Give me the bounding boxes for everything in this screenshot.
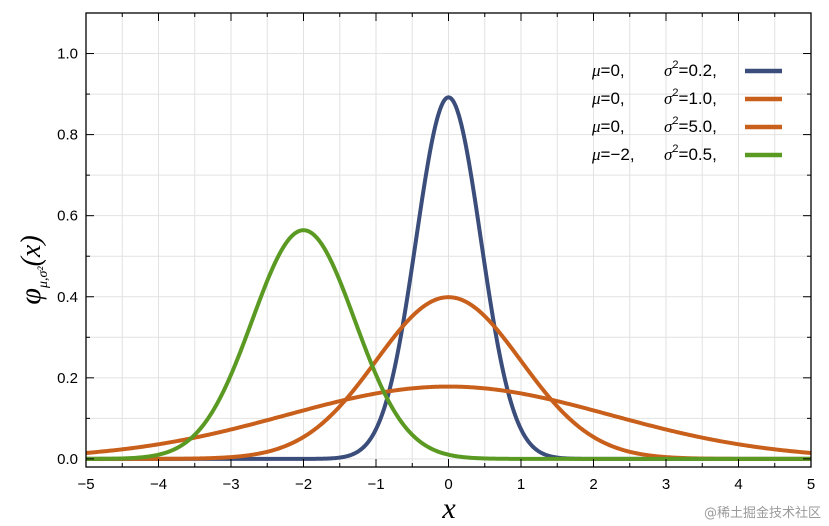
legend-mu-label: μ=0, [591, 61, 625, 80]
series-line [85, 228, 812, 461]
y-axis-title-arg: (x) [16, 235, 47, 266]
x-tick-label: −2 [295, 476, 312, 493]
y-tick-label: 0.8 [57, 127, 78, 144]
x-tick-label: 2 [589, 476, 597, 493]
x-tick-label: 5 [807, 476, 815, 493]
legend-sigma-label: σ2=1.0, [664, 87, 717, 108]
grid [86, 13, 811, 467]
legend-sigma-label: σ2=0.5, [664, 143, 717, 164]
ticks [85, 13, 812, 467]
x-tick-label: −1 [367, 476, 384, 493]
tick-labels: −5 −4 −3 −2 −1 0 1 2 3 4 5 0.0 0.2 0.4 0.6 0.8 1.0 [57, 46, 815, 493]
svg-text:φμ,σ²(x): φμ,σ²(x) [14, 235, 51, 304]
series-line [85, 384, 812, 455]
x-axis-title: x [441, 492, 456, 525]
x-tick-label: 0 [444, 476, 452, 493]
x-tick-label: 1 [517, 476, 525, 493]
x-tick-label: 3 [662, 476, 670, 493]
legend-sigma-label: σ2=5.0, [664, 115, 717, 136]
watermark: @稀土掘金技术社区 [703, 506, 821, 521]
y-axis-title-sub: μ,σ² [36, 266, 51, 289]
legend: μ=0, σ2=0.2, μ=0, σ2=1.0, μ=0, σ2=5.0, μ=−2, σ2… [591, 59, 782, 164]
y-axis-title: φμ,σ²(x) [14, 235, 51, 304]
x-tick-label: 4 [734, 476, 742, 493]
y-tick-label: 1.0 [57, 46, 78, 63]
legend-mu-label: μ=0, [591, 89, 625, 108]
y-tick-label: 0.4 [57, 289, 78, 306]
y-tick-label: 0.2 [57, 370, 78, 387]
y-axis-title-main: φ [14, 288, 47, 305]
legend-sigma-label: σ2=0.2, [664, 59, 717, 80]
legend-mu-label: μ=−2, [591, 145, 635, 164]
x-tick-label: −4 [150, 476, 167, 493]
x-tick-label: −5 [77, 476, 94, 493]
legend-mu-label: μ=0, [591, 117, 625, 136]
y-tick-label: 0.6 [57, 208, 78, 225]
x-tick-label: −3 [222, 476, 239, 493]
y-tick-label: 0.0 [57, 451, 78, 468]
curves [85, 95, 812, 461]
